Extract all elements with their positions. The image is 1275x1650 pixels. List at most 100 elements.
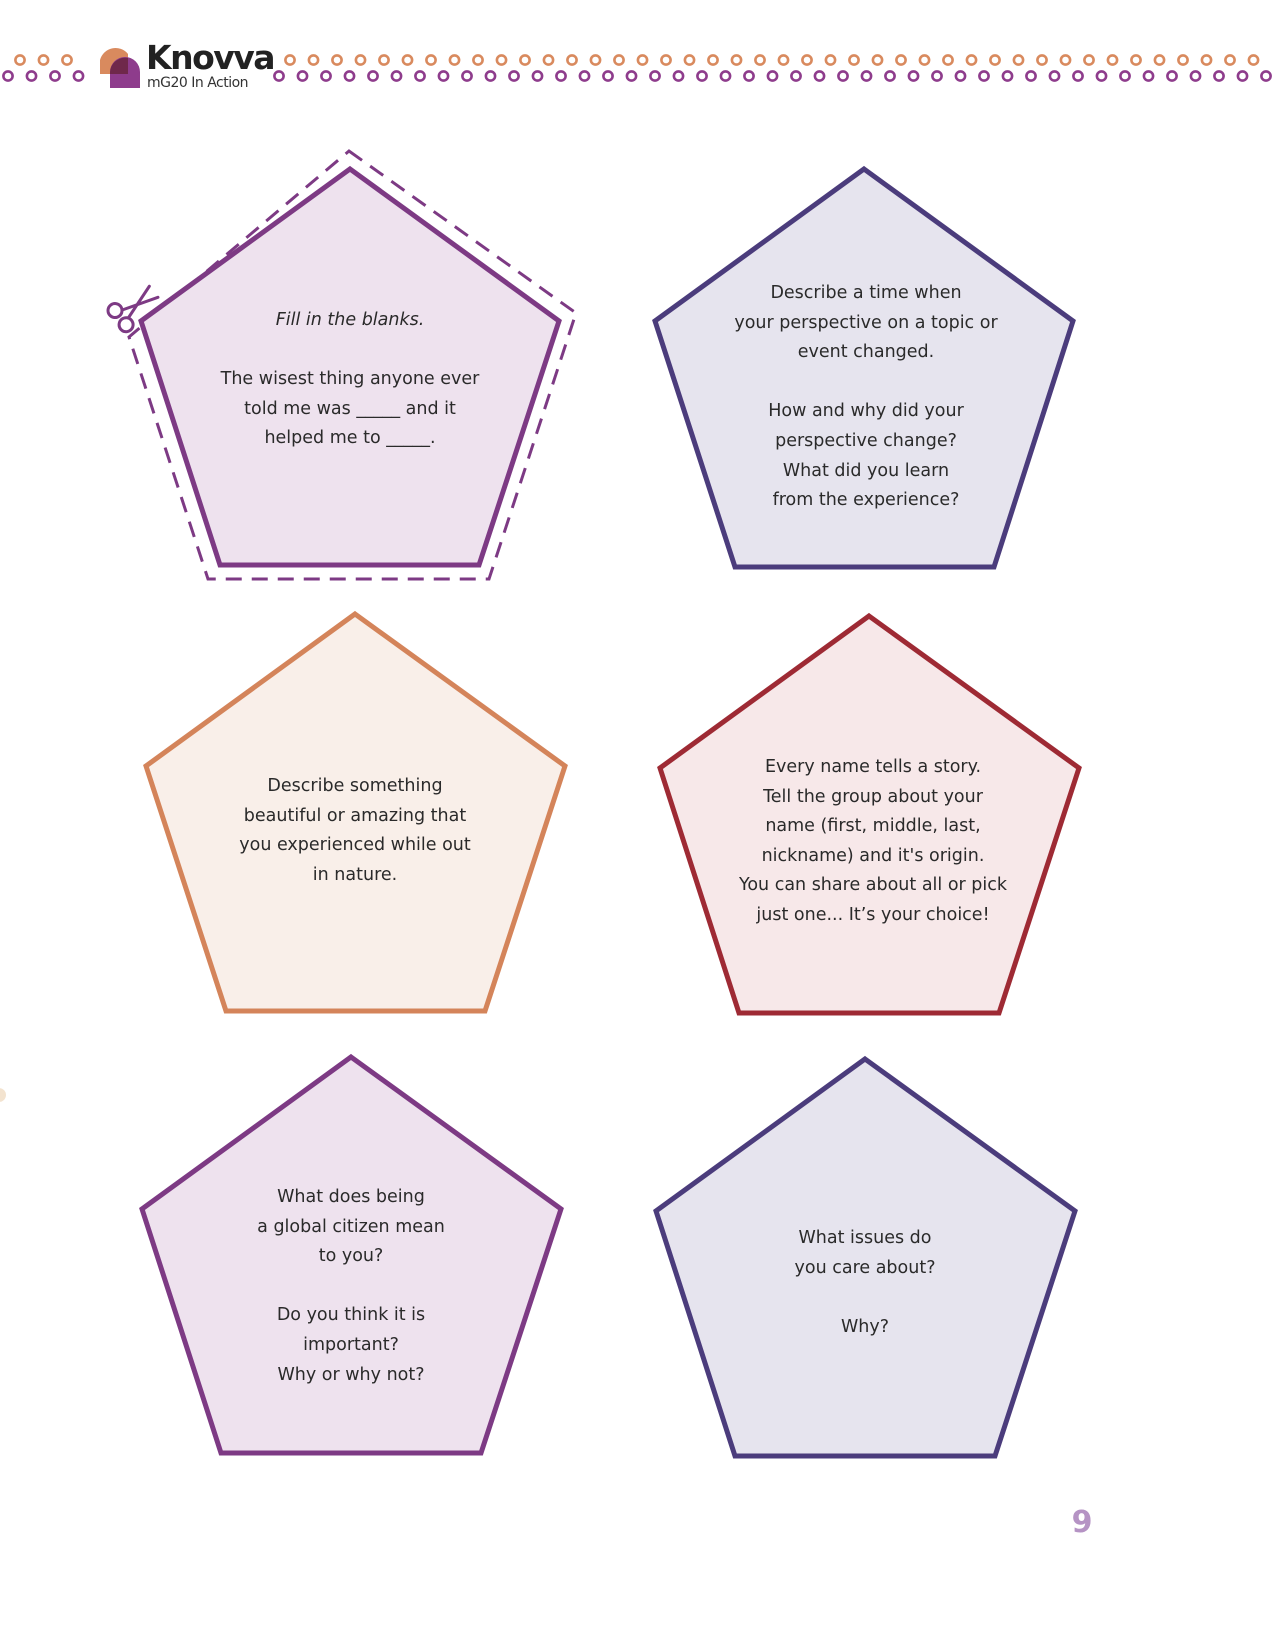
dot-purple — [320, 70, 332, 82]
card-line — [700, 368, 1032, 398]
card-line: Why? — [840, 1316, 890, 1337]
card-pentagon-5 — [139, 1053, 564, 1456]
card-pentagon-4 — [657, 612, 1082, 1016]
dot-purple — [978, 70, 990, 82]
dot-orange — [448, 54, 461, 66]
card-text-4: Every name tells a story. Tell the group … — [704, 753, 1042, 931]
dot-orange — [1012, 54, 1025, 66]
dot-orange — [1224, 54, 1236, 66]
dot-purple — [837, 70, 849, 82]
card-line: a global citizen mean — [257, 1216, 445, 1237]
card-line: told me was _____ and it — [244, 398, 456, 419]
card-line: your perspective on a topic or — [734, 312, 998, 333]
dot-purple — [625, 70, 638, 82]
card-line: just one... It’s your choice! — [756, 904, 990, 925]
card-pentagon-3 — [143, 610, 568, 1014]
card-line: Fill in the blanks. — [275, 310, 425, 330]
dot-purple — [72, 70, 85, 82]
dot-purple — [273, 70, 285, 82]
page-number: 9 — [1071, 1505, 1093, 1540]
card-line: important? — [303, 1334, 399, 1355]
dot-purple — [2, 70, 14, 82]
card-line: How and why did your — [768, 401, 964, 422]
dot-orange — [1130, 54, 1142, 66]
card-text-1: Fill in the blanks. The wisest thing any… — [180, 306, 520, 454]
dot-purple — [1142, 70, 1155, 82]
dot-orange — [566, 54, 578, 66]
dot-purple — [907, 70, 920, 82]
card-line: What did you learn — [782, 460, 950, 481]
card-line: event changed. — [797, 342, 935, 363]
dot-purple — [884, 70, 896, 82]
dot-purple — [437, 70, 450, 82]
dot-orange — [307, 54, 320, 66]
card-pentagon-1 — [138, 165, 562, 568]
dot-orange — [542, 54, 555, 66]
dot-purple — [1072, 70, 1084, 82]
dot-orange — [425, 54, 437, 66]
card-line: Tell the group about your — [763, 786, 983, 807]
dot-purple — [531, 70, 544, 82]
dot-orange — [918, 54, 931, 66]
card-pentagon-2 — [652, 165, 1076, 570]
card-text-5: What does being a global citizen mean to y… — [186, 1183, 516, 1390]
dot-purple — [49, 70, 61, 82]
dot-purple — [25, 70, 38, 82]
dot-purple — [1166, 70, 1178, 82]
card-line: name (first, middle, last, — [765, 816, 981, 837]
card-line: What issues do — [798, 1228, 932, 1248]
card-line: The wisest thing anyone ever — [220, 369, 480, 390]
dot-purple — [954, 70, 967, 82]
dot-orange — [613, 54, 625, 66]
dot-orange — [683, 54, 696, 66]
dot-orange — [871, 54, 884, 66]
card-line — [700, 1283, 1030, 1313]
dot-purple — [367, 70, 379, 82]
dot-orange — [1059, 54, 1072, 66]
knovva-logo: Knovva mG20 In Action — [98, 40, 276, 98]
dot-orange — [495, 54, 508, 66]
dot-purple — [1025, 70, 1037, 82]
dot-purple — [414, 70, 426, 82]
dot-orange — [824, 54, 837, 66]
dot-purple — [484, 70, 497, 82]
dot-orange — [1083, 54, 1095, 66]
card-line: You can share about all or pick — [738, 875, 1008, 896]
card-line: Describe a time when — [770, 283, 962, 303]
dot-purple — [1001, 70, 1014, 82]
page-header: Knovva mG20 In Action — [0, 0, 1275, 110]
dot-purple — [931, 70, 943, 82]
card-line: Every name tells a story. — [764, 757, 982, 777]
card-line — [180, 336, 520, 366]
dot-purple — [555, 70, 567, 82]
card-line: you care about? — [794, 1257, 936, 1278]
dot-purple — [1213, 70, 1225, 82]
dot-orange — [519, 54, 531, 66]
dot-orange — [284, 54, 296, 66]
dot-purple — [578, 70, 591, 82]
dot-orange — [942, 54, 954, 66]
dot-orange — [730, 54, 743, 66]
dot-orange — [707, 54, 719, 66]
dot-orange — [61, 54, 73, 66]
dot-orange — [989, 54, 1001, 66]
dot-orange — [754, 54, 766, 66]
decorative-dot-border — [2, 54, 1272, 82]
card-line: nickname) and it's origin. — [761, 845, 985, 866]
card-line: helped me to _____. — [264, 428, 436, 449]
dot-purple — [672, 70, 685, 82]
dot-orange — [1153, 54, 1166, 66]
scissors-icon — [106, 284, 160, 334]
logo-mark-icon — [100, 47, 140, 88]
dot-orange — [895, 54, 907, 66]
dot-orange — [1106, 54, 1119, 66]
card-line: Why or why not? — [277, 1364, 425, 1385]
card-line: Do you think it is — [276, 1305, 426, 1326]
dot-purple — [743, 70, 755, 82]
dot-orange — [472, 54, 484, 66]
dot-orange — [401, 54, 414, 66]
card-pentagon-6 — [653, 1055, 1078, 1459]
card-line: What does being — [277, 1187, 425, 1207]
dot-orange — [965, 54, 978, 66]
dot-orange — [660, 54, 672, 66]
